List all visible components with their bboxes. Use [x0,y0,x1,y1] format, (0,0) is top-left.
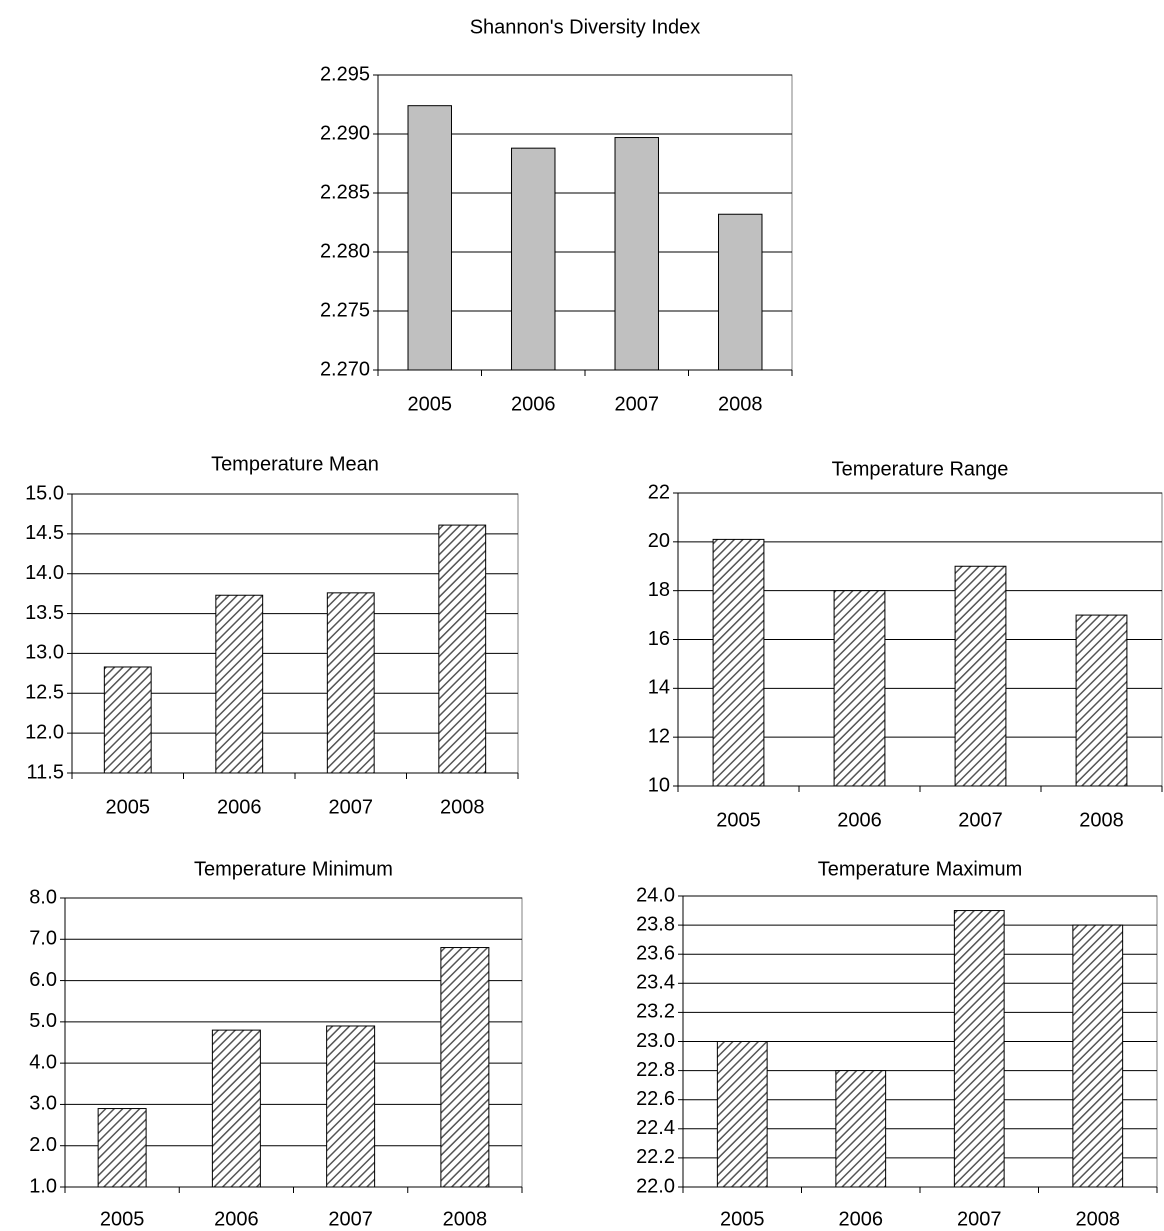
y-tick-label: 22.2 [636,1146,675,1168]
y-tick-label: 11.5 [27,761,64,783]
x-tick-label: 2005 [100,1208,145,1230]
x-tick-label: 2006 [511,393,556,415]
x-tick-label: 2008 [1079,809,1124,831]
bar [718,213,763,371]
bar [103,666,152,774]
bar [326,1025,376,1188]
x-tick-label: 2008 [440,796,485,818]
y-tick-label: 22.0 [636,1175,675,1197]
x-tick-label: 2008 [1076,1208,1121,1230]
y-tick-label: 2.280 [320,240,370,262]
x-tick-label: 2005 [408,393,453,415]
x-tick-label: 2007 [958,809,1003,831]
chart-title: Temperature Mean [211,453,379,475]
y-tick-label: 3.0 [29,1093,57,1115]
y-tick-label: 6.0 [29,969,57,991]
x-tick-label: 2005 [106,796,151,818]
y-tick-label: 2.270 [320,358,370,380]
bar [712,538,765,787]
y-tick-label: 23.4 [636,972,675,994]
bar [438,524,487,774]
y-tick-label: 12.0 [25,721,64,743]
bar [954,565,1007,787]
y-tick-label: 5.0 [29,1010,57,1032]
subchart: Temperature Range 10 12 14 16 18 20 22 2005 2006 2… [648,458,1163,831]
bar [1075,614,1128,787]
y-tick-label: 2.0 [29,1134,57,1156]
x-tick-label: 2008 [443,1208,488,1230]
chart-title: Temperature Maximum [818,858,1023,880]
bar [211,1029,261,1188]
y-tick-label: 2.290 [320,122,370,144]
y-tick-label: 1.0 [29,1175,57,1197]
bar [511,147,556,371]
bar [833,590,886,787]
y-tick-label: 4.0 [29,1051,57,1073]
y-tick-label: 23.0 [636,1030,675,1052]
bar [326,592,375,774]
x-tick-label: 2007 [957,1208,1002,1230]
x-tick-label: 2006 [217,796,262,818]
y-tick-label: 23.2 [636,1001,675,1023]
y-tick-label: 15.0 [25,482,64,504]
y-tick-label: 2.295 [320,63,370,85]
bar [953,910,1005,1188]
chart-title: Temperature Range [832,458,1009,480]
y-tick-label: 12.5 [25,682,64,704]
x-tick-label: 2005 [716,809,761,831]
x-tick-label: 2007 [329,796,374,818]
y-tick-label: 24.0 [636,884,675,906]
x-tick-label: 2006 [214,1208,259,1230]
chart-title: Temperature Minimum [194,858,393,880]
bar [1072,924,1124,1188]
y-tick-label: 13.0 [25,642,64,664]
bar [215,594,264,774]
x-tick-label: 2006 [839,1208,884,1230]
bar [440,947,490,1188]
x-tick-label: 2005 [720,1208,765,1230]
y-tick-label: 8.0 [29,886,57,908]
y-tick-label: 14.5 [25,522,64,544]
x-tick-label: 2006 [837,809,882,831]
subchart: Temperature Maximum 22.0 22.2 22.4 22.6 22.8 2… [636,858,1158,1230]
bar [407,105,452,371]
bar [716,1041,768,1188]
y-tick-label: 22.4 [636,1117,675,1139]
y-tick-label: 2.275 [320,299,370,321]
y-tick-label: 2.285 [320,181,370,203]
y-tick-label: 23.6 [636,942,675,964]
subchart: Temperature Mean 11.5 12.0 12.5 13.0 13.5 14.0… [25,453,519,818]
bar [614,137,659,371]
y-tick-label: 10 [648,774,670,796]
x-tick-label: 2007 [328,1208,373,1230]
bar [835,1070,887,1188]
y-tick-label: 14 [648,677,670,699]
x-tick-label: 2008 [718,393,763,415]
subchart: Shannon's Diversity Index 2.270 2.275 2.280… [320,16,793,415]
y-tick-label: 22.8 [636,1059,675,1081]
subchart: Temperature Minimum 1.0 2.0 3.0 4.0 5.0 6.0 7.0… [29,858,523,1230]
x-tick-label: 2007 [615,393,660,415]
chart-title: Shannon's Diversity Index [470,16,701,38]
y-tick-label: 18 [648,579,670,601]
y-tick-label: 23.8 [636,913,675,935]
y-tick-label: 16 [648,628,670,650]
y-tick-label: 13.5 [25,602,64,624]
y-tick-label: 22 [648,481,670,503]
y-tick-label: 20 [648,530,670,552]
y-tick-label: 7.0 [29,928,57,950]
bar [97,1108,147,1188]
y-tick-label: 12 [648,725,670,747]
y-tick-label: 22.6 [636,1088,675,1110]
y-tick-label: 14.0 [25,562,64,584]
